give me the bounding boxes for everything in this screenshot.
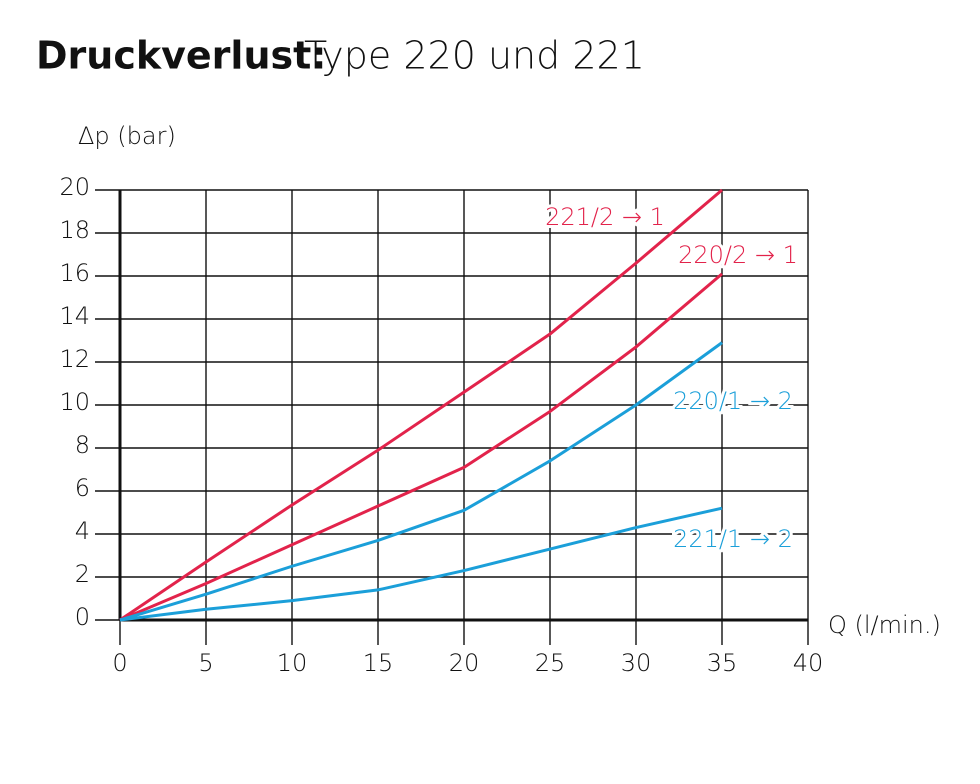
series-line — [119, 272, 723, 622]
y-tick-label: 6 — [75, 474, 90, 502]
x-tick-label: 10 — [277, 649, 308, 677]
x-tick-label: 5 — [198, 649, 213, 677]
x-tick-label: 0 — [112, 649, 127, 677]
series-label: 221/2 → 1 — [545, 203, 665, 231]
series-label: 220/2 → 1 — [678, 241, 798, 269]
x-tick-label: 35 — [707, 649, 738, 677]
y-tick-label: 18 — [59, 216, 90, 244]
series-line — [119, 188, 723, 622]
x-axis-label: Q (l/min.) — [828, 611, 941, 639]
y-axis-label: Δp (bar) — [78, 122, 176, 150]
x-tick-label: 20 — [449, 649, 480, 677]
chart-subtitle: Type 220 und 221 — [304, 34, 645, 78]
series-label: 221/1 → 2 — [673, 525, 793, 553]
series-label: 220/1 → 2 — [673, 387, 793, 415]
y-tick-label: 2 — [75, 560, 90, 588]
series-line — [119, 341, 723, 622]
y-tick-label: 0 — [75, 603, 90, 631]
y-tick-label: 12 — [59, 345, 90, 373]
y-tick-label: 10 — [59, 388, 90, 416]
x-tick-label: 30 — [621, 649, 652, 677]
y-tick-label: 4 — [75, 517, 90, 545]
y-tick-label: 8 — [75, 431, 90, 459]
y-tick-label: 16 — [59, 259, 90, 287]
series-line — [119, 506, 723, 622]
y-tick-label: 20 — [59, 173, 90, 201]
y-tick-label: 14 — [59, 302, 90, 330]
x-tick-label: 40 — [793, 649, 824, 677]
x-tick-label: 25 — [535, 649, 566, 677]
x-tick-label: 15 — [363, 649, 394, 677]
chart-title: Druckverlust: — [36, 34, 326, 78]
